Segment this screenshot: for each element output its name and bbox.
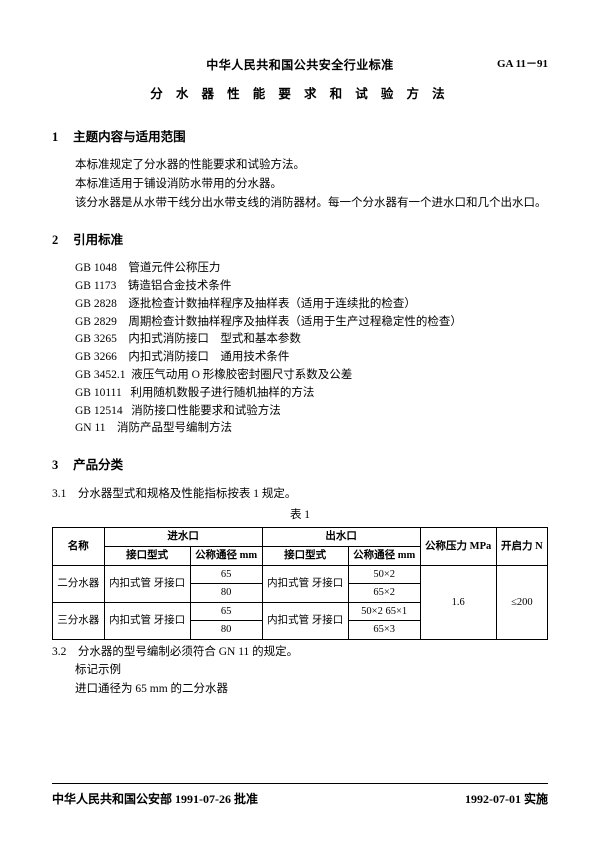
- table-1-caption: 表 1: [52, 507, 548, 525]
- reference-list: GB 1048 管道元件公称压力 GB 1173 铸造铝合金技术条件 GB 28…: [52, 260, 548, 438]
- th-pressure: 公称压力 MPa: [420, 528, 496, 565]
- ref-item: GN 11 消防产品型号编制方法: [75, 420, 548, 438]
- section-3-title: 产品分类: [73, 458, 123, 472]
- document-header: 中华人民共和国公共安全行业标准 GA 11－91 分 水 器 性 能 要 求 和…: [52, 56, 548, 104]
- s3-1: 3.1 分水器型式和规格及性能指标按表 1 规定。: [52, 486, 548, 504]
- th-in-dn: 公称通径 mm: [190, 546, 262, 565]
- th-out-dn: 公称通径 mm: [348, 546, 420, 565]
- s3-2-block: 3.2 分水器的型号编制必须符合 GN 11 的规定。 标记示例 进口通径为 6…: [52, 644, 548, 698]
- th-in-conntype: 接口型式: [104, 546, 190, 565]
- td-in-dn: 65: [190, 602, 262, 621]
- td-pressure: 1.6: [420, 565, 496, 640]
- td-name: 三分水器: [53, 602, 105, 639]
- standard-code: GA 11－91: [497, 56, 548, 73]
- ref-item: GB 12514 消防接口性能要求和试验方法: [75, 403, 548, 421]
- footer-approval: 中华人民共和国公安部 1991-07-26 批准: [52, 790, 258, 809]
- td-out-type: 内扣式管 牙接口: [262, 565, 348, 602]
- td-name: 二分水器: [53, 565, 105, 602]
- ref-item: GB 1048 管道元件公称压力: [75, 260, 548, 278]
- td-in-type: 内扣式管 牙接口: [104, 565, 190, 602]
- section-1-title: 主题内容与适用范围: [73, 130, 186, 144]
- th-outlet: 出水口: [262, 528, 420, 547]
- ref-item: GB 3265 内扣式消防接口 型式和基本参数: [75, 331, 548, 349]
- s3-2: 3.2 分水器的型号编制必须符合 GN 11 的规定。: [52, 644, 548, 662]
- section-3-heading: 3 产品分类: [52, 456, 548, 475]
- td-out-dn: 50×2 65×1: [348, 602, 420, 621]
- table-row: 名称 进水口 出水口 公称压力 MPa 开启力 N: [53, 528, 548, 547]
- td-out-dn: 65×2: [348, 584, 420, 603]
- ref-item: GB 10111 利用随机数骰子进行随机抽样的方法: [75, 385, 548, 403]
- ref-item: GB 3266 内扣式消防接口 通用技术条件: [75, 349, 548, 367]
- th-force: 开启力 N: [496, 528, 547, 565]
- td-in-dn: 80: [190, 584, 262, 603]
- td-out-dn: 50×2: [348, 565, 420, 584]
- section-2-num: 2: [52, 231, 70, 250]
- section-3-num: 3: [52, 456, 70, 475]
- td-out-dn: 65×3: [348, 621, 420, 640]
- ref-item: GB 1173 铸造铝合金技术条件: [75, 278, 548, 296]
- section-2-title: 引用标准: [73, 233, 123, 247]
- td-in-dn: 80: [190, 621, 262, 640]
- ref-item: GB 2829 周期检查计数抽样程序及抽样表（适用于生产过程稳定性的检查）: [75, 314, 548, 332]
- s3-2-example: 进口通径为 65 mm 的二分水器: [52, 681, 548, 699]
- section-1-heading: 1 主题内容与适用范围: [52, 128, 548, 147]
- document-footer: 中华人民共和国公安部 1991-07-26 批准 1992-07-01 实施: [52, 783, 548, 809]
- s1-p2: 本标准适用于铺设消防水带用的分水器。: [52, 176, 548, 194]
- td-in-type: 内扣式管 牙接口: [104, 602, 190, 639]
- ref-item: GB 2828 逐批检查计数抽样程序及抽样表（适用于连续批的检查）: [75, 296, 548, 314]
- section-2-heading: 2 引用标准: [52, 231, 548, 250]
- th-inlet: 进水口: [104, 528, 262, 547]
- th-out-conntype: 接口型式: [262, 546, 348, 565]
- footer-effective: 1992-07-01 实施: [465, 790, 548, 809]
- standard-org: 中华人民共和国公共安全行业标准: [52, 56, 548, 75]
- s3-2-example-label: 标记示例: [52, 662, 548, 680]
- td-out-type: 内扣式管 牙接口: [262, 602, 348, 639]
- td-in-dn: 65: [190, 565, 262, 584]
- th-name: 名称: [53, 528, 105, 565]
- spec-table: 名称 进水口 出水口 公称压力 MPa 开启力 N 接口型式 公称通径 mm 接…: [52, 527, 548, 640]
- s1-p3: 该分水器是从水带干线分出水带支线的消防器材。每一个分水器有一个进水口和几个出水口…: [52, 195, 548, 213]
- s1-p1: 本标准规定了分水器的性能要求和试验方法。: [52, 157, 548, 175]
- section-1-num: 1: [52, 128, 70, 147]
- document-title: 分 水 器 性 能 要 求 和 试 验 方 法: [52, 85, 548, 104]
- table-row: 二分水器 内扣式管 牙接口 65 内扣式管 牙接口 50×2 1.6 ≤200: [53, 565, 548, 584]
- ref-item: GB 3452.1 液压气动用 O 形橡胶密封圈尺寸系数及公差: [75, 367, 548, 385]
- td-force: ≤200: [496, 565, 547, 640]
